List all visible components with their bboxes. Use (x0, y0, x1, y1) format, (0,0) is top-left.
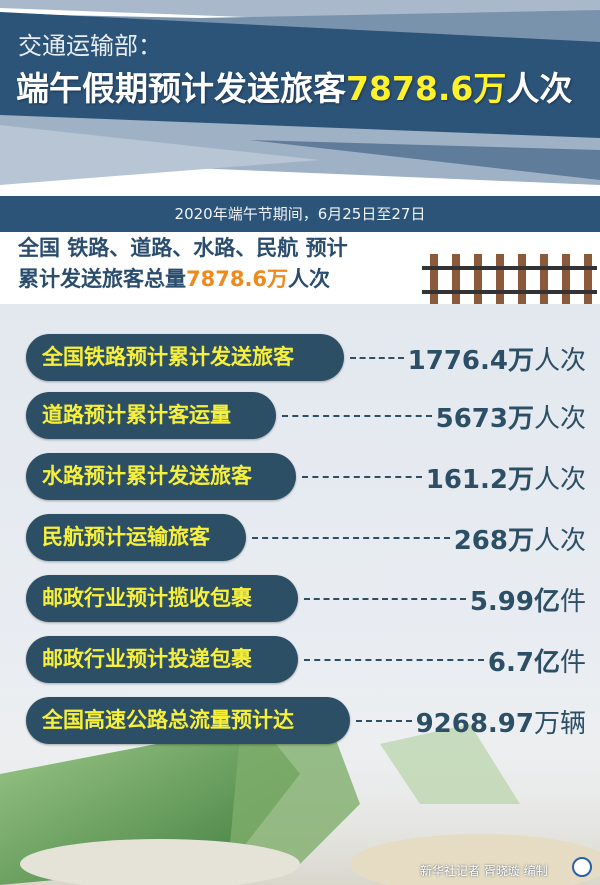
summary-section: 全国 铁路、道路、水路、民航 预计 累计发送旅客总量7878.6万人次 (0, 232, 600, 306)
dotted-leader (350, 357, 404, 359)
stat-value: 6.7亿件 (488, 642, 586, 679)
stat-row: 全国铁路预计累计发送旅客 1776.4万人次 (26, 334, 586, 381)
summary-suffix: 人次 (288, 267, 331, 291)
summary-line2: 累计发送旅客总量7878.6万人次 (18, 263, 330, 293)
date-bar: 2020年端午节期间，6月25日至27日 (0, 196, 600, 232)
dotted-leader (304, 659, 484, 661)
stat-row: 民航预计运输旅客 268万人次 (26, 514, 586, 561)
summary-line1: 全国 铁路、道路、水路、民航 预计 (18, 236, 348, 260)
dotted-leader (302, 476, 422, 478)
zongzi-illustration (0, 724, 600, 885)
credit-text: 新华社记者 胥晓璇 编制 (420, 864, 548, 878)
stat-unit: 人次 (533, 526, 586, 556)
stat-unit: 件 (559, 648, 586, 678)
stat-unit: 人次 (533, 404, 586, 434)
stat-unit: 万辆 (533, 709, 586, 739)
summary-prefix: 累计发送旅客总量 (18, 267, 186, 291)
stat-value: 9268.97万辆 (416, 703, 586, 740)
stat-unit: 件 (559, 587, 586, 617)
stat-row: 全国高速公路总流量预计达 9268.97万辆 (26, 697, 586, 744)
stat-number: 5673万 (435, 404, 534, 434)
summary-highlight: 7878.6万 (186, 267, 289, 291)
dotted-leader (356, 720, 412, 722)
stat-value: 268万人次 (454, 520, 586, 557)
stat-label: 全国高速公路总流量预计达 (26, 697, 350, 744)
stat-value: 1776.4万人次 (408, 340, 586, 377)
stat-value: 161.2万人次 (426, 459, 586, 496)
stat-unit: 人次 (533, 465, 586, 495)
header-banner: 交通运输部： 端午假期预计发送旅客7878.6万人次 (0, 0, 600, 190)
banner-subtitle: 交通运输部： (18, 32, 162, 60)
title-highlight: 7878.6万 (346, 69, 507, 108)
stat-label: 民航预计运输旅客 (26, 514, 246, 561)
stat-number: 9268.97 (415, 709, 534, 739)
stat-value: 5.99亿件 (470, 581, 586, 618)
railway-track-icon (422, 254, 597, 306)
banner-title: 端午假期预计发送旅客7878.6万人次 (16, 62, 572, 110)
dotted-leader (304, 598, 466, 600)
stat-label: 邮政行业预计揽收包裹 (26, 575, 298, 622)
banner-stripes (0, 0, 600, 185)
stat-number: 5.99亿 (469, 587, 560, 617)
dotted-leader (282, 415, 432, 417)
stat-value: 5673万人次 (436, 398, 586, 435)
stat-number: 268万 (453, 526, 534, 556)
stat-label: 水路预计累计发送旅客 (26, 453, 296, 500)
stat-number: 1776.4万 (407, 346, 534, 376)
stat-label: 道路预计累计客运量 (26, 392, 276, 439)
stat-unit: 人次 (533, 346, 586, 376)
stat-row: 水路预计累计发送旅客 161.2万人次 (26, 453, 586, 500)
stat-number: 6.7亿 (487, 648, 560, 678)
stat-row: 道路预计累计客运量 5673万人次 (26, 392, 586, 439)
stat-label: 邮政行业预计投递包裹 (26, 636, 298, 683)
stat-row: 邮政行业预计揽收包裹 5.99亿件 (26, 575, 586, 622)
xinhua-logo (572, 857, 592, 877)
dotted-leader (252, 537, 450, 539)
stat-number: 161.2万 (425, 465, 534, 495)
stat-label: 全国铁路预计累计发送旅客 (26, 334, 344, 381)
title-prefix: 端午假期预计发送旅客 (16, 69, 346, 108)
title-suffix: 人次 (506, 69, 573, 108)
stat-row: 邮政行业预计投递包裹 6.7亿件 (26, 636, 586, 683)
